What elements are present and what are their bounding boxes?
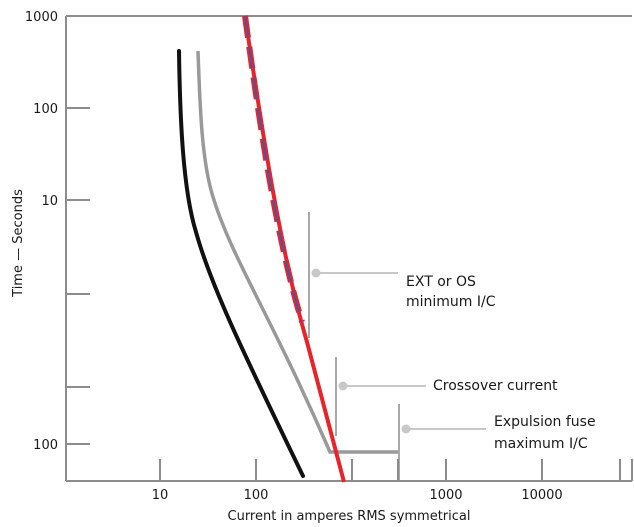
y-tick-label: 1000 — [25, 10, 58, 25]
annotation-label: Expulsion fuse — [494, 414, 596, 430]
annotation-marker — [311, 268, 321, 278]
x-tick-label: 10 — [152, 488, 169, 503]
red-curve — [243, 15, 346, 483]
y-tick-label: 100 — [33, 102, 58, 117]
annotations: EXT or OS minimum I/C Crossover current Exp… — [308, 212, 596, 480]
annotation-label: maximum I/C — [494, 436, 588, 452]
y-axis-label: Time — Seconds — [11, 189, 26, 298]
annotation-label: Crossover current — [433, 378, 558, 394]
ticks — [66, 15, 633, 481]
curves — [177, 15, 398, 483]
x-tick-label: 100 — [244, 488, 269, 503]
annotation-marker — [338, 381, 348, 391]
gray-curve — [196, 50, 398, 454]
blue-dash-overlay — [244, 15, 303, 323]
x-tick-label: 10000 — [521, 488, 562, 503]
plot-frame — [65, 15, 632, 482]
tick-labels: 10 100 1000 10000 1000 100 10 100 — [25, 10, 563, 503]
black-curve — [177, 49, 305, 478]
annotation-marker — [401, 424, 411, 434]
y-tick-label: 100 — [33, 438, 58, 453]
red-dash-overlay — [242, 15, 305, 323]
x-tick-label: 1000 — [429, 488, 462, 503]
x-axis-label: Current in amperes RMS symmetrical — [228, 509, 471, 524]
y-tick-label: 10 — [41, 194, 58, 209]
annotation-label: minimum I/C — [406, 294, 496, 310]
annotation-label: EXT or OS — [406, 274, 476, 290]
